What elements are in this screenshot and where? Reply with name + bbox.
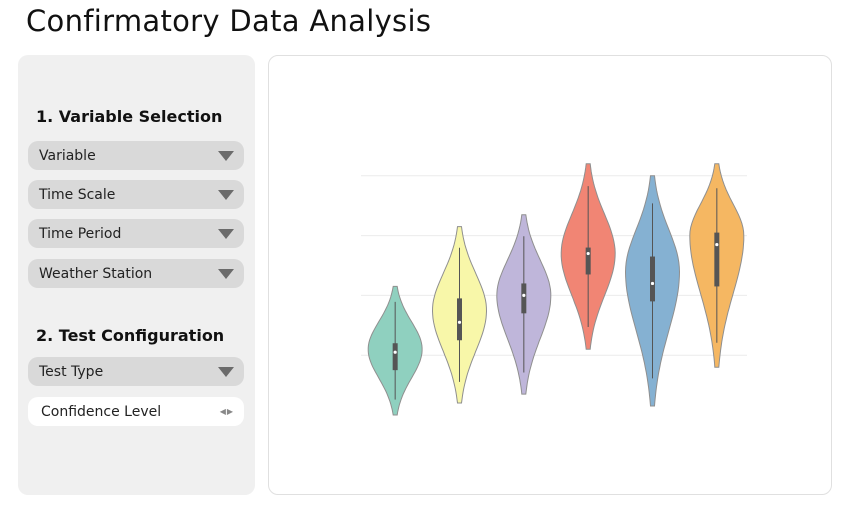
violin-iqr-box <box>714 232 720 287</box>
violin-iqr-box <box>392 343 398 371</box>
variable-dropdown-label: Variable <box>39 147 96 164</box>
confidence-level-label: Confidence Level <box>41 403 162 420</box>
variable-dropdown[interactable]: Variable <box>28 141 244 170</box>
violin-median <box>586 251 590 256</box>
chevron-down-icon <box>218 366 234 377</box>
violin-median <box>715 242 719 247</box>
violin-median <box>393 350 397 354</box>
time-scale-dropdown[interactable]: Time Scale <box>28 180 244 209</box>
chevron-down-icon <box>218 189 234 200</box>
section-title-variable-selection: 1. Variable Selection <box>36 107 223 126</box>
violin-group <box>496 214 552 395</box>
violin-group <box>624 175 681 407</box>
weather-station-dropdown-label: Weather Station <box>39 265 153 282</box>
violin-chart <box>361 163 747 416</box>
violin-median <box>522 293 526 297</box>
violin-iqr-box <box>457 298 462 341</box>
test-type-dropdown[interactable]: Test Type <box>28 357 244 386</box>
section-title-test-configuration: 2. Test Configuration <box>36 326 225 345</box>
confidence-level-slider[interactable]: Confidence Level ◀▶ <box>28 397 244 426</box>
violin-median <box>457 320 462 324</box>
violin-iqr-box <box>650 256 655 302</box>
weather-station-dropdown[interactable]: Weather Station <box>28 259 244 288</box>
violin-iqr-box <box>585 247 591 275</box>
chevron-down-icon <box>218 268 234 279</box>
page-title: Confirmatory Data Analysis <box>26 4 432 38</box>
time-period-dropdown-label: Time Period <box>39 225 122 242</box>
violin-group <box>431 226 488 404</box>
chevron-down-icon <box>218 150 234 161</box>
violin-group <box>560 163 616 350</box>
violin-group <box>367 285 423 416</box>
left-right-arrows-icon[interactable]: ◀▶ <box>219 407 234 416</box>
time-period-dropdown[interactable]: Time Period <box>28 219 244 248</box>
violin-median <box>650 281 655 286</box>
violin-iqr-box <box>521 283 527 314</box>
sidebar: 1. Variable Selection Variable Time Scal… <box>18 55 255 495</box>
test-type-dropdown-label: Test Type <box>39 363 104 380</box>
time-scale-dropdown-label: Time Scale <box>39 186 116 203</box>
violin-group <box>689 163 745 368</box>
chevron-down-icon <box>218 228 234 239</box>
chart-panel <box>268 55 832 495</box>
